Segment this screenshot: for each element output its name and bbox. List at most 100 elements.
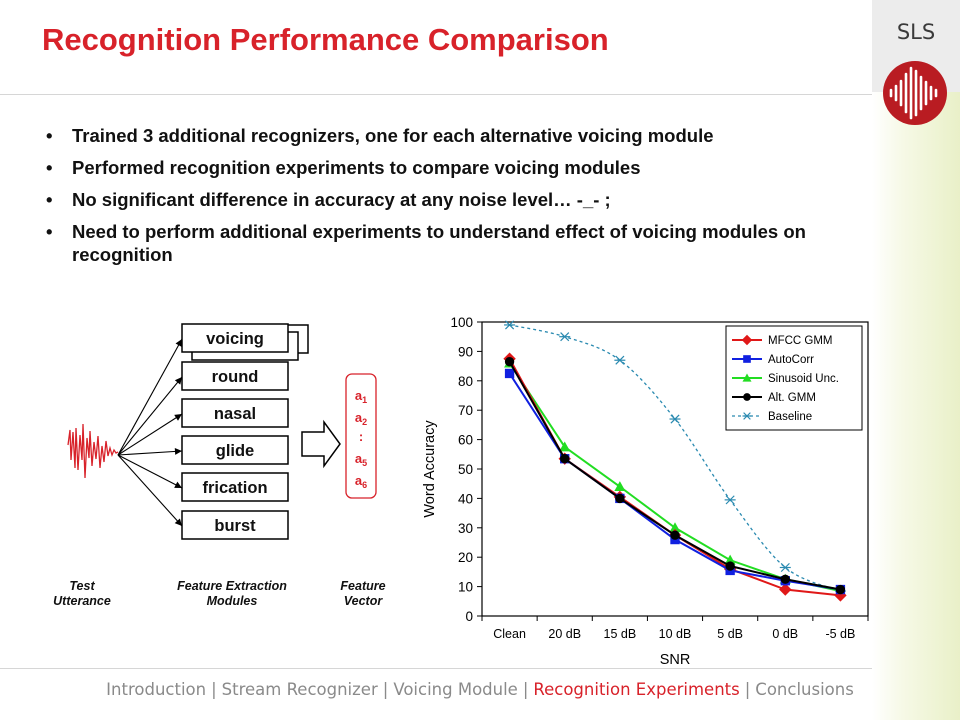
legend-item: Sinusoid Unc. (732, 373, 839, 385)
y-tick-label: 0 (465, 609, 473, 624)
module-arrow (117, 413, 183, 456)
data-point (614, 481, 626, 492)
module-label-round: round (212, 368, 259, 386)
module-arrow (117, 376, 183, 456)
module-arrow (117, 454, 183, 489)
module-label-burst: burst (214, 517, 256, 535)
module-box (181, 472, 289, 502)
data-point (504, 320, 516, 330)
y-tick-label: 50 (458, 462, 473, 477)
nav-item-introduction[interactable]: Introduction (106, 680, 207, 699)
bullet-item: Performed recognition experiments to com… (40, 156, 900, 179)
data-point (669, 414, 681, 424)
waveform-icon (67, 423, 119, 479)
page-title: Recognition Performance Comparison (42, 22, 609, 57)
y-tick-label: 10 (458, 580, 473, 595)
x-tick-label: 15 dB (604, 627, 637, 641)
nav-separator: | (382, 680, 389, 699)
feature-vector-label: Feature Vector (340, 579, 385, 608)
data-point (779, 583, 792, 596)
data-point (560, 454, 570, 464)
nav-item-conclusions[interactable]: Conclusions (755, 680, 854, 699)
modules-label: Feature Extraction Modules (177, 579, 287, 608)
nav-separator: | (744, 680, 751, 699)
svg-text:AutoCorr: AutoCorr (768, 354, 814, 366)
x-axis-label: SNR (660, 652, 691, 668)
vector-element: : (359, 429, 363, 444)
legend-item: Alt. GMM (732, 392, 816, 404)
data-point (559, 441, 571, 452)
module-boxes: voicing round nasal glide frication burst (181, 323, 289, 540)
sls-logo-icon (883, 61, 947, 125)
vector-element: a5 (355, 451, 367, 468)
word-accuracy-chart: 0 10 20 30 40 50 60 70 80 90 100 Clean 20 dB 15 dB 10 … (422, 315, 869, 668)
data-point (725, 561, 735, 571)
chart-legend: MFCC GMM AutoCorr Sinusoid Unc. Alt. GMM Bas… (725, 325, 863, 431)
x-tick-label: 20 dB (548, 627, 581, 641)
module-label-frication: frication (202, 479, 267, 497)
nav-separator: | (522, 680, 529, 699)
title-divider (0, 94, 872, 95)
y-tick-label: 80 (458, 374, 473, 389)
nav-separator: | (211, 680, 217, 699)
series-3 (504, 357, 846, 595)
x-tick-label: -5 dB (825, 627, 855, 641)
module-box (181, 435, 289, 465)
module-box (181, 323, 289, 353)
module-label-nasal: nasal (214, 405, 256, 423)
nav-item-recognition-experiments[interactable]: Recognition Experiments (533, 680, 740, 699)
module-arrow (117, 454, 183, 527)
data-point (504, 357, 515, 367)
x-tick-label: 10 dB (659, 627, 692, 641)
y-axis-label: Word Accuracy (422, 420, 438, 518)
feature-vector-bracket (345, 373, 377, 499)
arrowhead-icon (174, 481, 182, 488)
svg-text:Sinusoid Unc.: Sinusoid Unc. (768, 373, 839, 385)
data-point (614, 355, 626, 365)
arrowhead-icon (174, 377, 182, 385)
data-point (669, 522, 681, 533)
y-tick-label: 90 (458, 344, 473, 359)
module-label-glide: glide (216, 442, 255, 460)
arrowhead-icon (175, 339, 182, 347)
data-point (670, 530, 680, 540)
y-tick-label: 60 (458, 433, 473, 448)
module-box (181, 510, 289, 540)
data-point (504, 368, 515, 379)
data-point (615, 493, 625, 504)
vector-element: a6 (355, 473, 367, 490)
x-tick-label: 5 dB (717, 627, 743, 641)
arrowhead-icon (174, 447, 182, 455)
module-box (181, 398, 289, 428)
vector-element: a1 (355, 388, 367, 405)
x-tick-label: 0 dB (772, 627, 798, 641)
module-arrow (117, 450, 183, 456)
vector-element: a2 (355, 410, 367, 427)
legend-item: AutoCorr (732, 354, 814, 366)
section-navigation: Introduction | Stream Recognizer | Voicing M… (0, 680, 960, 699)
sls-badge: SLS (896, 20, 936, 44)
series-4 (504, 320, 846, 596)
module-label-voicing: voicing (206, 330, 264, 348)
arrowhead-icon (174, 414, 182, 421)
x-tick-label: Clean (493, 627, 526, 641)
data-point (835, 584, 846, 595)
bullet-item: Trained 3 additional recognizers, one fo… (40, 124, 900, 147)
bullet-list: Trained 3 additional recognizers, one fo… (40, 124, 900, 275)
nav-item-stream-recognizer[interactable]: Stream Recognizer (221, 680, 378, 699)
test-utterance-label: Test Utterance (53, 579, 111, 608)
y-tick-label: 40 (458, 491, 473, 506)
data-point (724, 554, 736, 565)
feature-vector: a1 a2: a5 a6 (355, 388, 367, 490)
right-arrow-icon (301, 419, 341, 469)
y-tick-label: 100 (450, 315, 473, 330)
svg-text:Alt. GMM: Alt. GMM (768, 392, 816, 404)
y-tick-label: 30 (458, 521, 473, 536)
nav-item-voicing-module[interactable]: Voicing Module (393, 680, 518, 699)
module-arrows (117, 338, 183, 527)
data-point (724, 495, 736, 505)
legend-item: Baseline (732, 411, 812, 423)
footer-divider (0, 668, 872, 669)
module-arrow (117, 338, 183, 456)
